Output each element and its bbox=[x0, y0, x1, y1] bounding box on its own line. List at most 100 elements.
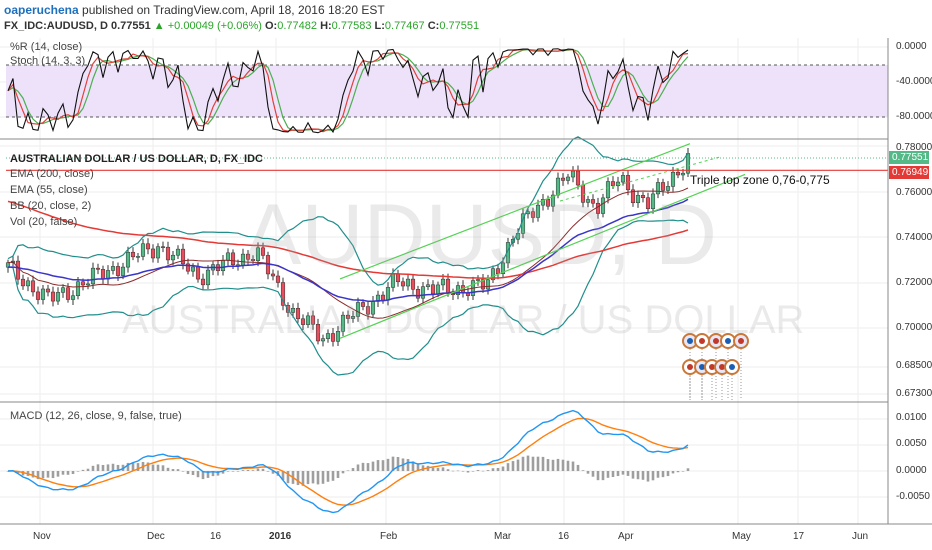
macd-histogram-bar bbox=[356, 464, 360, 471]
candle-body bbox=[275, 275, 281, 283]
macd-histogram-bar bbox=[116, 464, 120, 471]
candle-body bbox=[305, 315, 311, 325]
candle-body bbox=[140, 243, 146, 257]
macd-histogram-bar bbox=[266, 471, 270, 472]
candle-body bbox=[175, 248, 181, 256]
price-tick: 0.67300 bbox=[896, 388, 932, 399]
macd-histogram-bar bbox=[231, 471, 235, 472]
last-price: 0.77551 bbox=[110, 20, 151, 32]
last-price-tag: 0.77551 bbox=[889, 151, 929, 164]
candle-body bbox=[655, 182, 661, 195]
x-tick: Dec bbox=[147, 531, 165, 542]
candle-body bbox=[160, 246, 166, 248]
macd-histogram-bar bbox=[451, 470, 455, 472]
candle-body bbox=[660, 182, 666, 191]
candle-body bbox=[20, 278, 26, 287]
candle-body bbox=[360, 302, 366, 307]
level-price-tag: 0.76949 bbox=[889, 166, 929, 179]
author-link[interactable]: oaperuchena bbox=[4, 3, 79, 17]
price-tick: 0.76000 bbox=[896, 187, 932, 198]
macd-histogram-bar bbox=[501, 466, 505, 471]
macd-histogram-bar bbox=[541, 456, 545, 471]
candle-body bbox=[490, 268, 496, 281]
event-flag-center bbox=[699, 338, 705, 344]
price-tick: 0.74000 bbox=[896, 232, 932, 243]
candle-body bbox=[425, 284, 431, 287]
stoch-legend[interactable]: Stoch (14, 3, 3) bbox=[10, 55, 86, 67]
symbol-label[interactable]: FX_IDC:AUDUSD, D bbox=[4, 20, 108, 32]
candle-body bbox=[500, 262, 506, 275]
candle-body bbox=[145, 243, 151, 250]
price-tick: 0.68500 bbox=[896, 360, 932, 371]
macd-histogram-bar bbox=[101, 464, 105, 471]
candle-body bbox=[50, 291, 56, 302]
macd-histogram-bar bbox=[466, 471, 470, 473]
macd-histogram-bar bbox=[136, 463, 140, 471]
macd-histogram-bar bbox=[351, 468, 355, 471]
macd-histogram-bar bbox=[131, 462, 135, 471]
candle-body bbox=[540, 199, 546, 206]
candle-body bbox=[290, 308, 296, 313]
macd-histogram-bar bbox=[551, 459, 555, 471]
macd-histogram-bar bbox=[641, 471, 645, 480]
macd-histogram-bar bbox=[206, 471, 210, 478]
candle-body bbox=[665, 186, 671, 191]
macd-histogram-bar bbox=[176, 469, 180, 471]
candle-body bbox=[120, 266, 126, 276]
price-tick: 0.70000 bbox=[896, 322, 932, 333]
macd-histogram-bar bbox=[156, 464, 160, 471]
event-flag-center bbox=[687, 364, 693, 370]
candle-body bbox=[180, 248, 186, 265]
candle-body bbox=[315, 324, 321, 342]
event-markers bbox=[682, 333, 749, 400]
macd-histogram-bar bbox=[251, 470, 255, 471]
candle-body bbox=[670, 171, 676, 187]
macd-histogram-bar bbox=[76, 471, 80, 472]
macd-histogram-bar bbox=[636, 471, 640, 480]
macd-histogram-bar bbox=[346, 470, 350, 472]
candle-body bbox=[230, 252, 236, 266]
candle-body bbox=[620, 175, 626, 183]
candle-body bbox=[310, 315, 316, 325]
ema200-legend[interactable]: EMA (200, close) bbox=[10, 168, 94, 180]
macd-histogram-bar bbox=[456, 470, 460, 472]
macd-histogram-bar bbox=[6, 471, 10, 472]
macd-tick: 0.0050 bbox=[896, 438, 927, 449]
ema55-legend[interactable]: EMA (55, close) bbox=[10, 184, 88, 196]
wr-legend[interactable]: %R (14, close) bbox=[10, 41, 83, 53]
macd-histogram-bar bbox=[671, 471, 675, 474]
macd-histogram-bar bbox=[256, 468, 260, 471]
candle-body bbox=[295, 308, 301, 320]
macd-histogram-bar bbox=[166, 467, 170, 471]
event-flag-center bbox=[709, 364, 715, 370]
macd-legend[interactable]: MACD (12, 26, close, 9, false, true) bbox=[10, 410, 182, 422]
candle-body bbox=[420, 286, 426, 299]
candle-body bbox=[635, 195, 641, 204]
vol-legend[interactable]: Vol (20, false) bbox=[10, 216, 78, 228]
wr-line bbox=[7, 48, 689, 134]
macd-histogram-bar bbox=[581, 470, 585, 471]
candle-body bbox=[255, 247, 261, 261]
candle-body bbox=[205, 269, 211, 286]
candle-body bbox=[600, 197, 606, 214]
macd-histogram-bar bbox=[71, 471, 75, 474]
candle-body bbox=[270, 273, 276, 277]
macd-histogram-bar bbox=[226, 471, 230, 472]
x-tick: Apr bbox=[618, 531, 634, 542]
macd-histogram-bar bbox=[181, 471, 185, 472]
macd-histogram-bar bbox=[331, 471, 335, 481]
candle-body bbox=[495, 268, 501, 275]
macd-histogram-bar bbox=[646, 471, 650, 482]
macd-histogram-bar bbox=[561, 459, 565, 471]
bb-legend[interactable]: BB (20, close, 2) bbox=[10, 200, 92, 212]
bb-lower bbox=[7, 219, 689, 376]
candle-body bbox=[135, 256, 141, 258]
macd-histogram-bar bbox=[591, 471, 595, 477]
x-tick: 16 bbox=[558, 531, 570, 542]
macd-histogram-bar bbox=[216, 471, 220, 476]
macd-histogram-bar bbox=[406, 459, 410, 471]
macd-histogram-bar bbox=[246, 470, 250, 471]
macd-histogram-bar bbox=[431, 467, 435, 471]
macd-histogram-bar bbox=[481, 470, 485, 472]
x-tick: Jun bbox=[852, 531, 869, 542]
